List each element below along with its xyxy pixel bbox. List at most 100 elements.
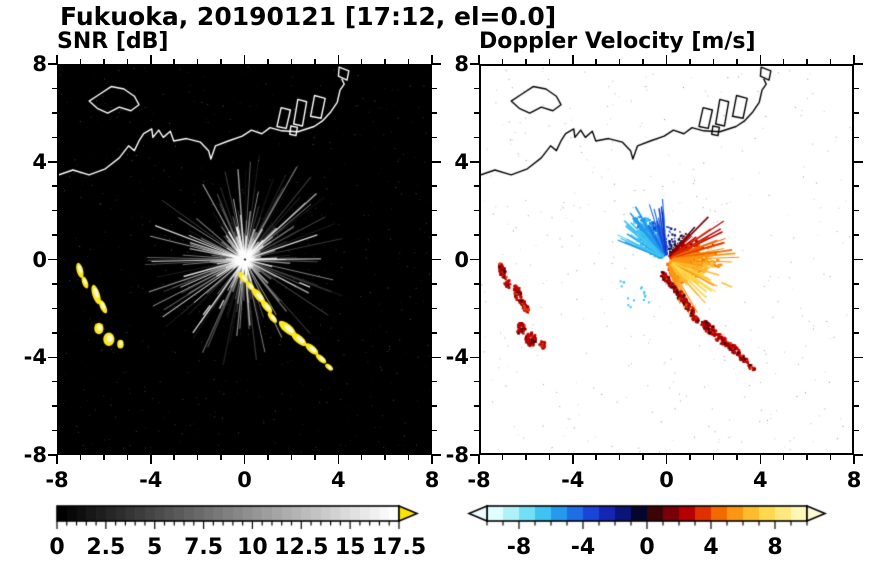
axis-tick <box>196 455 199 460</box>
axis-tick <box>432 307 437 310</box>
snr-plot-canvas <box>59 66 430 453</box>
axis-tick <box>572 455 574 464</box>
axis-tick <box>478 55 480 64</box>
axis-tick <box>243 55 246 64</box>
axis-tick <box>173 455 175 460</box>
y-axis-tick-label: 8 <box>32 52 47 76</box>
axis-tick <box>470 258 479 261</box>
axis-tick <box>572 55 574 64</box>
axis-tick <box>432 258 441 261</box>
snr-plot-frame <box>57 64 432 455</box>
axis-tick <box>854 454 863 456</box>
velocity-colorbar-tick-label: 8 <box>767 535 783 560</box>
axis-tick <box>665 55 668 64</box>
axis-tick <box>48 258 57 261</box>
axis-tick <box>56 55 58 64</box>
axis-tick <box>220 455 222 460</box>
axis-tick <box>432 234 437 236</box>
y-axis-tick-label: -8 <box>23 443 47 467</box>
axis-tick <box>525 455 527 460</box>
axis-tick <box>79 455 82 460</box>
x-axis-tick-label: -8 <box>45 468 69 492</box>
velocity-colorbar <box>466 504 834 536</box>
snr-colorbar-tick-label: 10 <box>237 535 268 560</box>
axis-tick <box>854 136 859 139</box>
axis-tick <box>854 112 859 114</box>
axis-tick <box>806 455 808 460</box>
axis-tick <box>470 63 479 65</box>
axis-tick <box>642 455 644 460</box>
axis-tick <box>854 380 859 383</box>
axis-tick <box>243 455 246 464</box>
x-axis-tick-label: 8 <box>846 468 862 492</box>
velocity-panel-title: Doppler Velocity [m/s] <box>479 29 756 54</box>
axis-tick <box>48 356 57 358</box>
axis-tick <box>432 185 437 187</box>
axis-tick <box>595 455 597 460</box>
axis-tick <box>432 405 437 407</box>
axis-tick <box>48 63 57 65</box>
axis-tick <box>432 380 437 383</box>
axis-tick <box>854 429 859 432</box>
axis-tick <box>853 55 855 64</box>
axis-tick <box>854 332 859 334</box>
axis-tick <box>432 332 437 334</box>
axis-tick <box>470 356 479 358</box>
axis-tick <box>759 55 761 64</box>
axis-tick <box>432 87 437 90</box>
axis-tick <box>290 455 293 460</box>
axis-tick <box>854 185 859 187</box>
snr-colorbar-tick-label: 17.5 <box>371 535 427 560</box>
axis-tick <box>854 234 859 236</box>
axis-tick <box>432 63 441 65</box>
x-axis-tick-label: 0 <box>659 468 674 492</box>
axis-tick <box>854 405 859 407</box>
snr-colorbar <box>55 504 421 536</box>
axis-tick <box>48 454 57 456</box>
axis-tick <box>854 307 859 310</box>
axis-tick <box>478 455 480 464</box>
axis-tick <box>782 455 785 460</box>
axis-tick <box>337 455 339 464</box>
axis-tick <box>103 455 105 460</box>
axis-tick <box>854 356 863 358</box>
axis-tick <box>48 161 57 163</box>
axis-tick <box>854 258 863 261</box>
snr-colorbar-tick-label: 2.5 <box>86 535 126 560</box>
axis-tick <box>384 455 386 460</box>
axis-tick <box>150 55 152 64</box>
axis-tick <box>470 161 479 163</box>
axis-tick <box>360 455 363 460</box>
snr-colorbar-tick-label: 12.5 <box>274 535 329 560</box>
axis-tick <box>314 455 316 460</box>
snr-colorbar-tick-label: 7.5 <box>184 535 224 560</box>
x-axis-tick-label: 4 <box>330 468 346 492</box>
axis-tick <box>432 209 437 212</box>
axis-tick <box>432 283 437 285</box>
velocity-plot-canvas <box>481 66 852 453</box>
axis-tick <box>432 429 437 432</box>
axis-tick <box>712 455 715 460</box>
snr-colorbar-tick-label: 5 <box>147 535 163 560</box>
axis-tick <box>432 112 437 114</box>
axis-tick <box>432 356 441 358</box>
x-axis-tick-label: 8 <box>424 468 440 492</box>
axis-tick <box>432 454 441 456</box>
axis-tick <box>126 455 129 460</box>
x-axis-tick-label: 4 <box>752 468 768 492</box>
axis-tick <box>618 455 621 460</box>
snr-colorbar-tick-label: 0 <box>49 535 65 560</box>
velocity-colorbar-tick-label: -4 <box>570 535 596 560</box>
x-axis-tick-label: -8 <box>467 468 491 492</box>
axis-tick <box>736 455 738 460</box>
axis-tick <box>854 87 859 90</box>
axis-tick <box>854 209 859 212</box>
x-axis-tick-label: -4 <box>561 468 585 492</box>
velocity-colorbar-tick-label: 0 <box>639 535 655 560</box>
axis-tick <box>267 455 269 460</box>
axis-tick <box>150 455 152 464</box>
axis-tick <box>407 455 410 460</box>
axis-tick <box>665 455 668 464</box>
axis-tick <box>829 455 832 460</box>
